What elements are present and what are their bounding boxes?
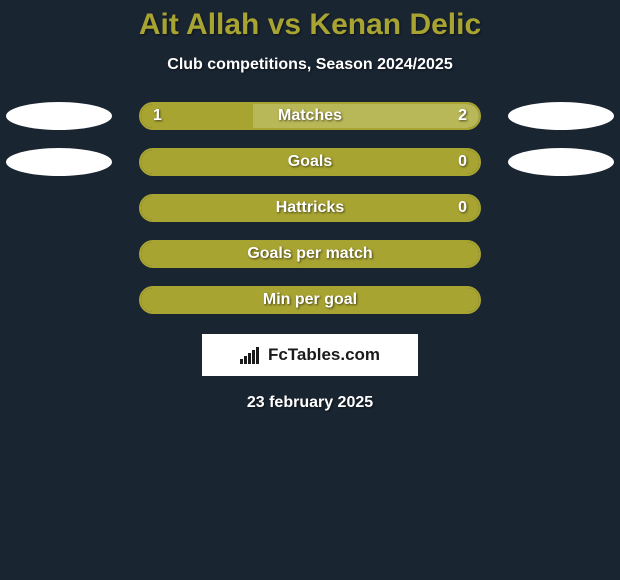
stat-bar: Hattricks0	[139, 194, 481, 222]
stat-bar-left-fill	[141, 288, 479, 312]
stat-bar: Goals per match	[139, 240, 481, 268]
logo-badge: FcTables.com	[202, 334, 418, 376]
comparison-infographic: Ait Allah vs Kenan Delic Club competitio…	[0, 0, 620, 412]
logo-text: FcTables.com	[268, 345, 380, 365]
stat-bar: Min per goal	[139, 286, 481, 314]
stat-bar-right-fill	[253, 104, 479, 128]
stat-bar-left-fill	[141, 242, 479, 266]
stat-row: Goals per match	[0, 240, 620, 268]
stat-row: Min per goal	[0, 286, 620, 314]
stat-rows: Matches12 Goals0 Hattricks0 Goals per match…	[0, 102, 620, 314]
stat-bar-left-fill	[141, 196, 479, 220]
player-left-marker	[6, 102, 112, 130]
stat-row: Goals0	[0, 148, 620, 176]
stat-bar-left-fill	[141, 104, 253, 128]
player-right-marker	[508, 148, 614, 176]
stat-row: Matches12	[0, 102, 620, 130]
date-label: 23 february 2025	[247, 394, 373, 412]
subtitle: Club competitions, Season 2024/2025	[167, 56, 452, 74]
bar-chart-icon	[240, 346, 262, 364]
stat-bar: Matches12	[139, 102, 481, 130]
page-title: Ait Allah vs Kenan Delic	[139, 8, 481, 42]
stat-bar-left-fill	[141, 150, 479, 174]
stat-bar: Goals0	[139, 148, 481, 176]
player-left-marker	[6, 148, 112, 176]
player-right-marker	[508, 102, 614, 130]
stat-row: Hattricks0	[0, 194, 620, 222]
